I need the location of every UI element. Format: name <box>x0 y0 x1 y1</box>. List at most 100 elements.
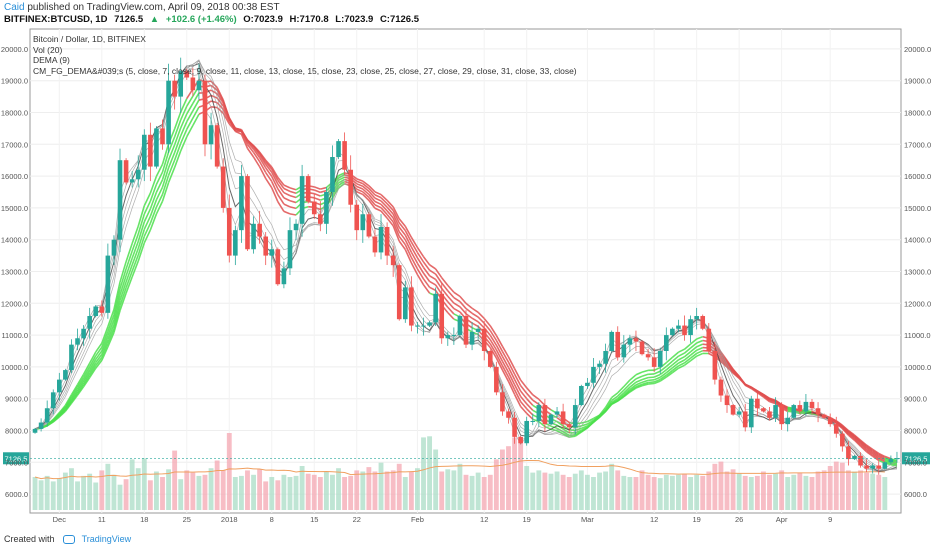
ribbon-slow-segment <box>161 143 170 165</box>
candle-body <box>311 201 317 215</box>
candle-body <box>791 405 797 418</box>
ribbon-slow-segment <box>429 269 437 275</box>
high-value: H:7170.8 <box>289 14 329 25</box>
ribbon-slow-segment <box>265 163 273 173</box>
candle-body <box>579 385 584 406</box>
ribbon-slow-segment <box>392 221 400 237</box>
candle-body <box>639 341 645 355</box>
ribbon-slow-segment <box>137 229 146 249</box>
candle-body <box>536 405 542 421</box>
ribbon-slow-segment <box>586 419 594 425</box>
ribbon-slow-segment <box>562 431 570 436</box>
volume-bar <box>354 470 360 510</box>
ribbon-slow-segment <box>161 182 170 202</box>
ribbon-slow-segment <box>392 217 400 233</box>
ribbon-slow-segment <box>538 398 546 407</box>
y-tick-label-left: 9000.0 <box>5 395 28 404</box>
candle-body <box>281 268 287 285</box>
y-tick-label-right: 7000.0 <box>904 458 927 467</box>
volume-bar <box>190 472 196 510</box>
ribbon-slow-segment <box>137 205 146 227</box>
ribbon-slow-segment <box>380 197 388 205</box>
ribbon-slow-segment <box>64 402 73 412</box>
ribbon-slow-segment <box>368 187 376 196</box>
ribbon-slow-segment <box>756 390 764 396</box>
ribbon-slow-segment <box>113 310 121 333</box>
ribbon-slow-segment <box>380 203 388 212</box>
candle-body <box>196 80 202 91</box>
ribbon-slow-segment <box>82 366 91 378</box>
ribbon-slow-segment <box>866 445 874 452</box>
ribbon-slow-segment <box>404 230 413 243</box>
candle-body <box>372 236 378 253</box>
legend-dema[interactable]: DEMA (9) <box>33 55 70 65</box>
ribbon-slow-segment <box>155 200 164 215</box>
author-link[interactable]: Caid <box>4 2 25 13</box>
legend-volume[interactable]: Vol (20) <box>33 44 63 55</box>
ribbon-slow-segment <box>362 191 370 199</box>
ribbon-slow-segment <box>422 267 431 277</box>
ribbon-slow-segment <box>495 344 504 357</box>
volume-bar <box>415 468 420 510</box>
y-tick-label-right: 16000.0 <box>904 172 931 181</box>
y-tick-label-left: 17000.0 <box>1 140 28 149</box>
y-tick-label-left: 11000.0 <box>1 331 28 340</box>
ribbon-slow-segment <box>101 326 109 344</box>
legend-cm-dema[interactable]: CM_FG_DEMA&#039;s (5, close, 7, close, 9… <box>33 65 577 76</box>
volume-bar <box>287 477 293 510</box>
ribbon-slow-segment <box>313 189 321 194</box>
ribbon-slow-segment <box>526 392 534 401</box>
candle-body <box>154 128 159 167</box>
ribbon-slow-segment <box>70 392 79 403</box>
ribbon-slow-segment <box>167 159 176 176</box>
volume-bar <box>117 484 123 510</box>
ribbon-slow-segment <box>320 189 327 194</box>
candle-body <box>858 455 863 466</box>
volume-bar <box>99 470 105 510</box>
candle-body <box>433 293 438 323</box>
candle-body <box>275 249 281 285</box>
ribbon-slow-segment <box>173 143 182 161</box>
volume-bar <box>852 471 857 510</box>
ribbon-slow-segment <box>471 322 479 328</box>
ribbon-slow-segment <box>860 442 868 450</box>
volume-bar <box>639 470 645 510</box>
volume-bar <box>578 470 584 510</box>
ribbon-slow-segment <box>228 120 236 130</box>
y-tick-label-left: 19000.0 <box>1 77 28 86</box>
ribbon-slow-segment <box>671 355 679 362</box>
candle-body <box>700 316 706 329</box>
ribbon-slow-segment <box>216 89 224 102</box>
candle-body <box>324 192 329 224</box>
candle-body <box>730 405 736 415</box>
ribbon-slow-segment <box>82 372 91 383</box>
candle-body <box>190 77 196 91</box>
ribbon-slow-segment <box>580 426 588 431</box>
volume-bar <box>870 473 876 510</box>
ribbon-slow-segment <box>137 236 146 256</box>
volume-bar <box>845 470 851 510</box>
ribbon-slow-segment <box>513 384 522 397</box>
ribbon-slow-segment <box>684 351 692 358</box>
candle-body <box>257 223 262 237</box>
volume-bar <box>560 474 566 510</box>
last-price: 7126.5 <box>114 14 144 25</box>
ribbon-slow-segment <box>338 180 346 187</box>
ribbon-slow-segment <box>507 371 516 386</box>
created-with-text: Created with <box>4 533 55 544</box>
ribbon-slow-segment <box>404 244 413 258</box>
ribbon-slow-segment <box>137 242 146 262</box>
ribbon-slow-segment <box>501 356 510 368</box>
candle-body <box>172 80 177 97</box>
candle-body <box>396 265 402 320</box>
ribbon-slow-segment <box>386 206 394 215</box>
ribbon-slow-segment <box>581 425 588 430</box>
tradingview-brand[interactable]: TradingView <box>81 533 132 544</box>
candle-body <box>318 214 323 224</box>
ribbon-slow-segment <box>70 386 79 398</box>
y-tick-label-right: 18000.0 <box>904 109 931 118</box>
ribbon-slow-segment <box>434 284 443 295</box>
volume-bar <box>864 472 870 510</box>
ribbon-slow-segment <box>386 210 394 219</box>
